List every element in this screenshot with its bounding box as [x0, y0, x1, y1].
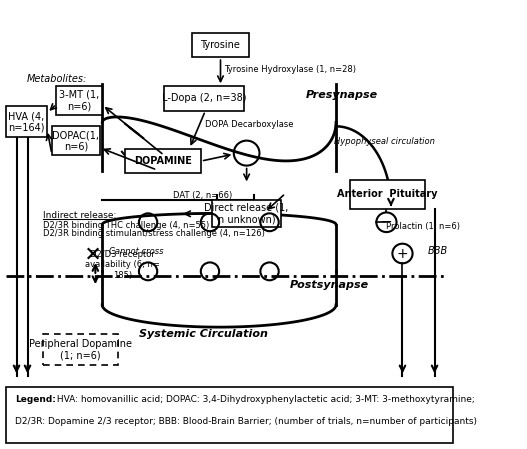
- Text: D2/D3 receptor
availability (6; n=
185): D2/D3 receptor availability (6; n= 185): [85, 250, 160, 280]
- Text: DOPA Decarboxylase: DOPA Decarboxylase: [206, 119, 294, 128]
- Text: Prolactin (1, n=6): Prolactin (1, n=6): [386, 222, 461, 231]
- FancyBboxPatch shape: [350, 180, 425, 209]
- FancyBboxPatch shape: [164, 86, 245, 111]
- Text: HVA: homovanillic acid; DOPAC: 3,4-Dihydroxyphenylactetic acid; 3-MT: 3-methoxyt: HVA: homovanillic acid; DOPAC: 3,4-Dihyd…: [54, 396, 475, 405]
- Text: +: +: [397, 247, 408, 260]
- FancyBboxPatch shape: [6, 387, 453, 443]
- FancyBboxPatch shape: [192, 33, 249, 57]
- Text: Indirect release:: Indirect release:: [43, 211, 116, 220]
- Text: DOPAC(1,
n=6): DOPAC(1, n=6): [52, 130, 100, 152]
- Text: Metabolites:: Metabolites:: [26, 75, 87, 84]
- Text: L-Dopa (2, n=38): L-Dopa (2, n=38): [162, 93, 247, 103]
- FancyBboxPatch shape: [6, 106, 47, 137]
- Text: Tyrosine Hydroxylase (1, n=28): Tyrosine Hydroxylase (1, n=28): [223, 65, 356, 74]
- Text: D2/3R binding THC challenge (4, n=55): D2/3R binding THC challenge (4, n=55): [43, 221, 209, 230]
- Text: Direct release (1,
n unknown): Direct release (1, n unknown): [204, 202, 289, 224]
- FancyBboxPatch shape: [212, 200, 281, 227]
- Text: BBB: BBB: [428, 246, 448, 256]
- Text: −: −: [380, 215, 392, 229]
- FancyBboxPatch shape: [52, 126, 100, 155]
- Text: D2/3R: Dopamine 2/3 receptor; BBB: Blood-Brain Barrier; (number of trials, n=num: D2/3R: Dopamine 2/3 receptor; BBB: Blood…: [15, 417, 477, 426]
- Text: Legend:: Legend:: [15, 396, 56, 405]
- Text: D2/3R binding stimulant/stress challenge (4, n=126): D2/3R binding stimulant/stress challenge…: [43, 229, 265, 238]
- Text: Anterior  Pituitary: Anterior Pituitary: [337, 189, 438, 199]
- FancyBboxPatch shape: [125, 149, 201, 173]
- Text: DAT (2, n=66): DAT (2, n=66): [173, 191, 232, 200]
- Text: Tyrosine: Tyrosine: [200, 40, 240, 50]
- Text: Peripheral Dopamine
(1; n=6): Peripheral Dopamine (1; n=6): [29, 339, 132, 360]
- Text: Cannot cross: Cannot cross: [109, 247, 163, 256]
- Text: 3-MT (1,
n=6): 3-MT (1, n=6): [59, 90, 100, 111]
- Text: Hypophyseal circulation: Hypophyseal circulation: [334, 137, 435, 146]
- Text: Systemic Circulation: Systemic Circulation: [139, 329, 268, 339]
- Text: Presynapse: Presynapse: [306, 90, 378, 100]
- Text: Postsynapse: Postsynapse: [290, 280, 369, 290]
- FancyBboxPatch shape: [56, 86, 102, 115]
- FancyBboxPatch shape: [43, 334, 118, 365]
- Text: DOPAMINE: DOPAMINE: [134, 156, 192, 166]
- Text: HVA (4,
n=164): HVA (4, n=164): [8, 111, 45, 132]
